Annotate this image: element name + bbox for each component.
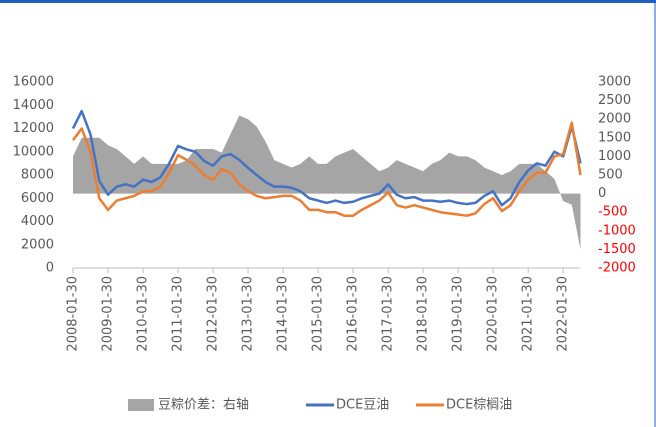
y2-tick-label: -1000 — [598, 223, 636, 238]
y-tick-label: 2000 — [21, 237, 54, 252]
x-tick-label: 2008-01-30 — [66, 276, 81, 352]
y-tick-label: 6000 — [21, 191, 54, 206]
legend-label: DCE棕榈油 — [446, 398, 512, 413]
x-tick-label: 2022-01-30 — [556, 276, 571, 352]
x-tick-label: 2021-01-30 — [521, 276, 536, 352]
y2-tick-label: 2500 — [598, 93, 631, 108]
legend-swatch — [128, 399, 154, 411]
y2-tick-label: 3000 — [598, 75, 631, 90]
x-tick-label: 2014-01-30 — [276, 276, 291, 352]
legend-label: DCE豆油 — [336, 398, 389, 413]
price-line — [71, 109, 582, 207]
y-tick-label: 14000 — [13, 98, 54, 113]
legend-label: 豆粽价差：右轴 — [158, 398, 249, 413]
y-tick-label: 12000 — [13, 121, 54, 136]
y-tick-label: 8000 — [21, 168, 54, 183]
x-tick-label: 2009-01-30 — [101, 276, 116, 352]
x-tick-label: 2013-01-30 — [241, 276, 256, 352]
y2-tick-label: 1000 — [598, 149, 631, 164]
y2-tick-label: 2000 — [598, 112, 631, 127]
y-tick-label: 10000 — [13, 144, 54, 159]
x-tick-label: 2012-01-30 — [206, 276, 221, 352]
x-tick-label: 2016-01-30 — [346, 276, 361, 352]
y-tick-label: 16000 — [13, 75, 54, 90]
x-tick-label: 2015-01-30 — [311, 276, 326, 352]
x-tick-label: 2011-01-30 — [171, 276, 186, 352]
x-tick-label: 2018-01-30 — [416, 276, 431, 352]
x-tick-label: 2010-01-30 — [136, 276, 151, 352]
y2-tick-label: 0 — [598, 186, 606, 201]
price-line — [72, 121, 582, 217]
spread-area — [73, 115, 581, 250]
y2-tick-label: 1500 — [598, 130, 631, 145]
y2-tick-label: -2000 — [598, 261, 636, 276]
y-tick-label: 4000 — [21, 214, 54, 229]
x-tick-label: 2017-01-30 — [381, 276, 396, 352]
x-tick-label: 2019-01-30 — [451, 276, 466, 352]
y2-tick-label: 500 — [598, 168, 623, 183]
y2-tick-label: -500 — [598, 205, 628, 220]
y2-tick-label: -1500 — [598, 242, 636, 257]
y-tick-label: 0 — [46, 261, 54, 276]
x-tick-label: 2020-01-30 — [486, 276, 501, 352]
